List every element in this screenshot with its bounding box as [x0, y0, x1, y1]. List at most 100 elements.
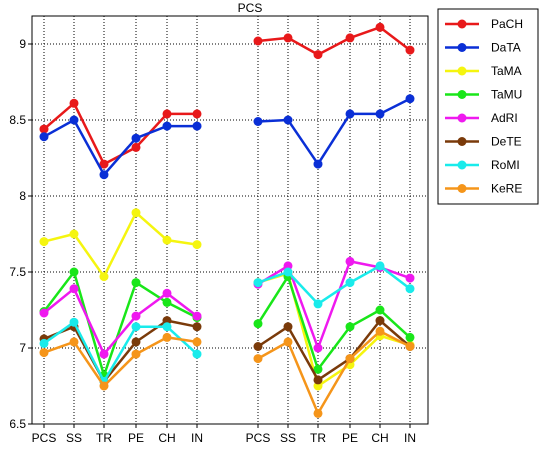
data-point-kere	[283, 337, 293, 347]
data-point-dete	[283, 322, 293, 332]
legend-frame	[437, 8, 539, 205]
data-point-tama	[162, 235, 172, 245]
y-tick-label: 8.5	[9, 113, 26, 127]
data-point-data	[131, 133, 141, 143]
legend-label: AdRI	[491, 111, 518, 125]
series-line-tamu	[43, 270, 198, 377]
data-point-adri	[405, 273, 415, 283]
legend-label: DeTE	[491, 135, 522, 149]
data-point-tamu	[69, 267, 79, 277]
x-tick-label: CH	[158, 431, 175, 445]
legend-swatch-marker	[457, 90, 467, 99]
data-point-tamu	[131, 278, 141, 288]
data-point-kere	[313, 408, 323, 418]
data-point-pach	[405, 45, 415, 55]
x-tick-label: SS	[280, 431, 296, 445]
data-point-kere	[69, 337, 79, 347]
data-point-tamu	[405, 332, 415, 342]
data-point-pach	[39, 124, 49, 134]
data-point-data	[345, 109, 355, 119]
data-point-tama	[131, 208, 141, 218]
data-point-dete	[131, 337, 141, 347]
data-point-romi	[192, 349, 202, 359]
legend-label: RoMI	[491, 158, 520, 172]
data-point-romi	[131, 322, 141, 332]
data-point-data	[375, 109, 385, 119]
data-point-pach	[192, 109, 202, 119]
data-point-adri	[313, 343, 323, 353]
data-point-romi	[375, 261, 385, 271]
data-point-adri	[99, 349, 109, 359]
legend-swatch-marker	[457, 137, 467, 146]
series-line-data	[257, 97, 411, 166]
legend-label: DaTA	[491, 41, 521, 55]
y-tick-label: 7	[19, 341, 26, 355]
y-tick-label: 7.5	[9, 265, 26, 279]
data-point-tama	[99, 272, 109, 282]
data-point-pach	[99, 159, 109, 169]
legend-item-tamu: TaMU	[445, 88, 522, 102]
data-point-pach	[375, 22, 385, 32]
data-point-tamu	[345, 322, 355, 332]
data-point-tamu	[375, 305, 385, 315]
legend-item-adri: AdRI	[445, 111, 518, 125]
legend-label: TaMU	[491, 88, 522, 102]
data-point-tama	[39, 237, 49, 247]
legend-item-data: DaTA	[445, 41, 521, 55]
data-point-kere	[253, 354, 263, 364]
data-point-tamu	[253, 319, 263, 329]
data-point-kere	[131, 349, 141, 359]
data-point-kere	[375, 326, 385, 336]
data-point-dete	[192, 322, 202, 332]
series-line-romi	[43, 320, 198, 383]
series-line-tama	[43, 211, 198, 278]
legend-swatch-marker	[457, 19, 467, 29]
legend-label: TaMA	[491, 64, 522, 78]
data-point-adri	[69, 284, 79, 294]
legend-swatch-marker	[457, 184, 467, 193]
data-point-romi	[162, 322, 172, 332]
series-line-kere	[257, 330, 411, 415]
legend-item-pach: PaCH	[445, 17, 523, 31]
series-line-adri	[43, 287, 198, 356]
data-point-kere	[405, 342, 415, 351]
x-tick-label: PCS	[246, 431, 271, 445]
chart-title: PCS	[238, 1, 263, 15]
data-point-adri	[39, 308, 49, 318]
y-tick-label: 6.5	[9, 417, 26, 431]
series-layer	[39, 22, 415, 418]
x-tick-label: IN	[191, 431, 203, 445]
legend: PaCH DaTA TaMA TaMU AdRI DeTE RoMI KeRE	[437, 8, 539, 205]
data-point-pach	[313, 50, 323, 60]
x-axis-ticks: PCS SS TR PE CH IN PCS SS TR PE CH IN	[32, 424, 416, 445]
legend-swatch-marker	[457, 43, 467, 52]
plot-frame	[31, 15, 429, 425]
data-point-kere	[39, 348, 49, 358]
series-line-data	[43, 118, 197, 176]
series-pach	[39, 22, 415, 169]
x-tick-label: IN	[404, 431, 416, 445]
x-tick-label: PE	[342, 431, 358, 445]
data-point-dete	[375, 316, 385, 326]
data-point-data	[192, 121, 202, 131]
data-point-data	[405, 94, 415, 104]
data-point-data	[162, 121, 172, 131]
data-point-kere	[162, 332, 172, 342]
data-point-romi	[345, 278, 355, 288]
series-line-dete	[43, 319, 198, 383]
data-point-pach	[283, 33, 293, 43]
legend-label: PaCH	[491, 17, 523, 31]
data-point-romi	[283, 267, 293, 277]
data-point-romi	[313, 299, 323, 309]
legend-swatch-marker	[457, 66, 467, 76]
y-tick-label: 9	[19, 37, 26, 51]
y-axis-ticks: 6.5 7 7.5 8 8.5 9	[9, 37, 32, 431]
data-point-romi	[405, 284, 415, 294]
x-tick-label: CH	[371, 431, 388, 445]
grid-lines	[32, 16, 428, 424]
data-point-tama	[192, 240, 202, 250]
series-data	[39, 94, 415, 180]
data-point-kere	[99, 381, 109, 391]
data-point-tama	[69, 229, 79, 239]
